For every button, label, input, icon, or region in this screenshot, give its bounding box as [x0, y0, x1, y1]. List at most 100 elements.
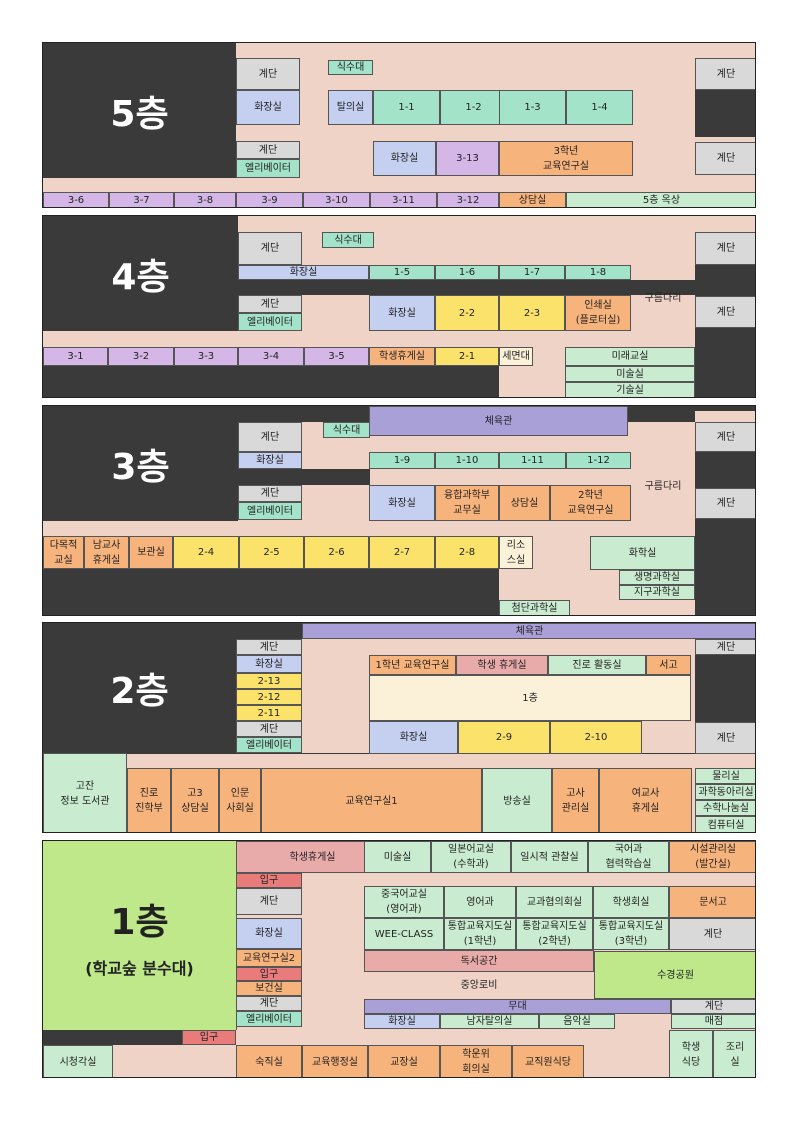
room-english: 영어과 [444, 886, 516, 918]
room-class-3-5: 3-5 [304, 347, 369, 366]
floor-number: 1층 [110, 901, 169, 943]
room-office-1: 교육연구실1 [261, 768, 482, 832]
dark-zone [43, 216, 238, 331]
room-entrance-2: 입구 [236, 967, 302, 981]
room-class-3-10: 3-10 [303, 192, 370, 207]
room-stairs-right: 계단 [669, 918, 755, 950]
room-restroom: 화장실 [236, 918, 302, 949]
room-class-3-11: 3-11 [370, 192, 437, 207]
room-night-duty: 숙직실 [236, 1045, 302, 1077]
room-class-3-9: 3-9 [236, 192, 303, 207]
dark-zone [43, 366, 499, 397]
room-staff-cafeteria: 교직원식당 [512, 1045, 584, 1077]
room-stairs-right-1: 계단 [695, 232, 755, 265]
room-class-2-2: 2-2 [435, 295, 499, 331]
room-dining-stand: 식수대 [322, 232, 374, 248]
dark-zone [695, 519, 755, 615]
room-class-1-3: 1-3 [499, 90, 566, 125]
room-elevator: 엘리베이터 [238, 502, 302, 520]
dark-zone [695, 328, 755, 397]
room-stairs-right-1: 계단 [695, 422, 755, 452]
room-class-2-1: 2-1 [435, 347, 499, 366]
room-lobby: 중앙로비 [460, 980, 498, 991]
room-japanese-class: 일본어교실 (수학과) [431, 841, 511, 873]
room-stairs: 계단 [238, 422, 302, 452]
room-korean-class: 국어과 협력학습실 [588, 841, 669, 873]
room-kitchen: 조리 실 [713, 1030, 755, 1077]
dark-zone [43, 43, 236, 178]
room-student-council: 학생회실 [593, 886, 669, 918]
room-stairs-3: 계단 [671, 999, 755, 1014]
room-class-3-8: 3-8 [174, 192, 236, 207]
room-stairs-2: 계단 [236, 141, 300, 159]
dark-zone [43, 569, 499, 615]
room-committee: 학운위 회의실 [440, 1045, 512, 1077]
room-class-3-12: 3-12 [437, 192, 499, 207]
floor-title: 5층 [43, 43, 236, 178]
room-health: 보건실 [236, 981, 302, 996]
room-class-1-2: 1-2 [440, 90, 507, 125]
room-class-3-6: 3-6 [43, 192, 109, 207]
room-class-3-4: 3-4 [238, 347, 304, 366]
room-male-changing: 남자탈의실 [440, 1014, 539, 1029]
room-class-2-4: 2-4 [173, 536, 239, 569]
room-gym: 체육관 [369, 406, 628, 436]
room-class-1-5: 1-5 [369, 265, 435, 280]
room-class-1-8: 1-8 [565, 265, 631, 280]
room-tech-room: 기술실 [565, 382, 695, 397]
room-career-room: 진로 활동실 [548, 655, 646, 675]
room-stairs-right-2: 계단 [695, 722, 755, 754]
room-math-share: 수학나눔실 [695, 800, 755, 816]
room-print-room: 인쇄실 (플로터실) [565, 295, 631, 331]
room-art-room: 미술실 [565, 366, 695, 382]
room-restroom: 화장실 [238, 265, 369, 280]
dark-zone [238, 406, 370, 422]
room-guidance-3: 통합교육지도실 (3학년) [593, 918, 669, 950]
dark-zone [43, 1030, 182, 1045]
room-bridge: 구름다리 [644, 481, 682, 492]
room-chinese-class: 중국어교실 (영어과) [364, 886, 444, 918]
room-stairs-right-1: 계단 [695, 639, 755, 655]
room-physics: 물리실 [695, 768, 755, 784]
dark-zone [695, 452, 755, 488]
room-washroom: 세면대 [499, 347, 533, 366]
room-stairs-right-1: 계단 [695, 58, 755, 90]
room-facility: 시설관리실 (발간실) [669, 841, 755, 873]
dark-zone [628, 406, 695, 422]
room-senior-counseling: 고3 상담실 [171, 768, 219, 832]
room-class-3-2: 3-2 [108, 347, 174, 366]
floor-subtitle: (학교숲 분수대) [85, 958, 194, 978]
dark-zone [695, 265, 755, 296]
dark-zone [43, 623, 236, 753]
room-female-lounge: 여교사 휴게실 [599, 768, 692, 832]
room-bookstore: 서고 [646, 655, 691, 675]
room-resource-room: 리소 스실 [499, 536, 533, 569]
room-male-lounge: 남교사 휴게실 [84, 536, 129, 569]
room-science-club: 과학동아리실 [695, 784, 755, 800]
room-convergence-office: 융합과학부 교무실 [435, 485, 499, 521]
room-exam-room: 고사 관리실 [552, 768, 599, 832]
room-class-2-7: 2-7 [369, 536, 435, 569]
floor-1-plan: 학생휴게실 미술실 일본어교실 (수학과) 일시적 관찰실 국어과 협력학습실 시설관리실… [42, 840, 756, 1078]
dark-zone [238, 280, 695, 295]
room-stairs-right-2: 계단 [695, 488, 755, 519]
room-career-dept: 진로 진학부 [127, 768, 171, 832]
room-class-1-4: 1-4 [566, 90, 633, 125]
dark-zone [236, 623, 302, 639]
floor-2-plan: 체육관 계단 계단 화장실 1학년 교육연구실 학생 휴게실 진로 활동실 서고 2-13 2-1… [42, 622, 756, 833]
room-earth-science: 지구과학실 [619, 585, 695, 600]
room-library: 고잔 정보 도서관 [43, 753, 127, 832]
room-art-room: 미술실 [364, 841, 431, 873]
room-rooftop: 5층 옥상 [566, 192, 755, 207]
room-first-floor-void: 1층 [369, 675, 691, 721]
room-stage: 무대 [364, 999, 671, 1014]
room-multipurpose: 다목적 교실 [43, 536, 84, 569]
floor-title: 3층 [43, 406, 238, 521]
floor-number: 2층 [110, 671, 169, 712]
room-class-2-5: 2-5 [239, 536, 304, 569]
floor-3-plan: 체육관 계단 식수대 계단 화장실 1-9 1-10 1-11 1-12 계단 엘리베이터 화장실 융합… [42, 405, 756, 616]
room-guidance-1: 통합교육지도실 (1학년) [444, 918, 516, 950]
room-class-1-10: 1-10 [435, 452, 499, 469]
room-dining-stand: 식수대 [328, 60, 373, 75]
floor-title: 4층 [43, 216, 238, 331]
